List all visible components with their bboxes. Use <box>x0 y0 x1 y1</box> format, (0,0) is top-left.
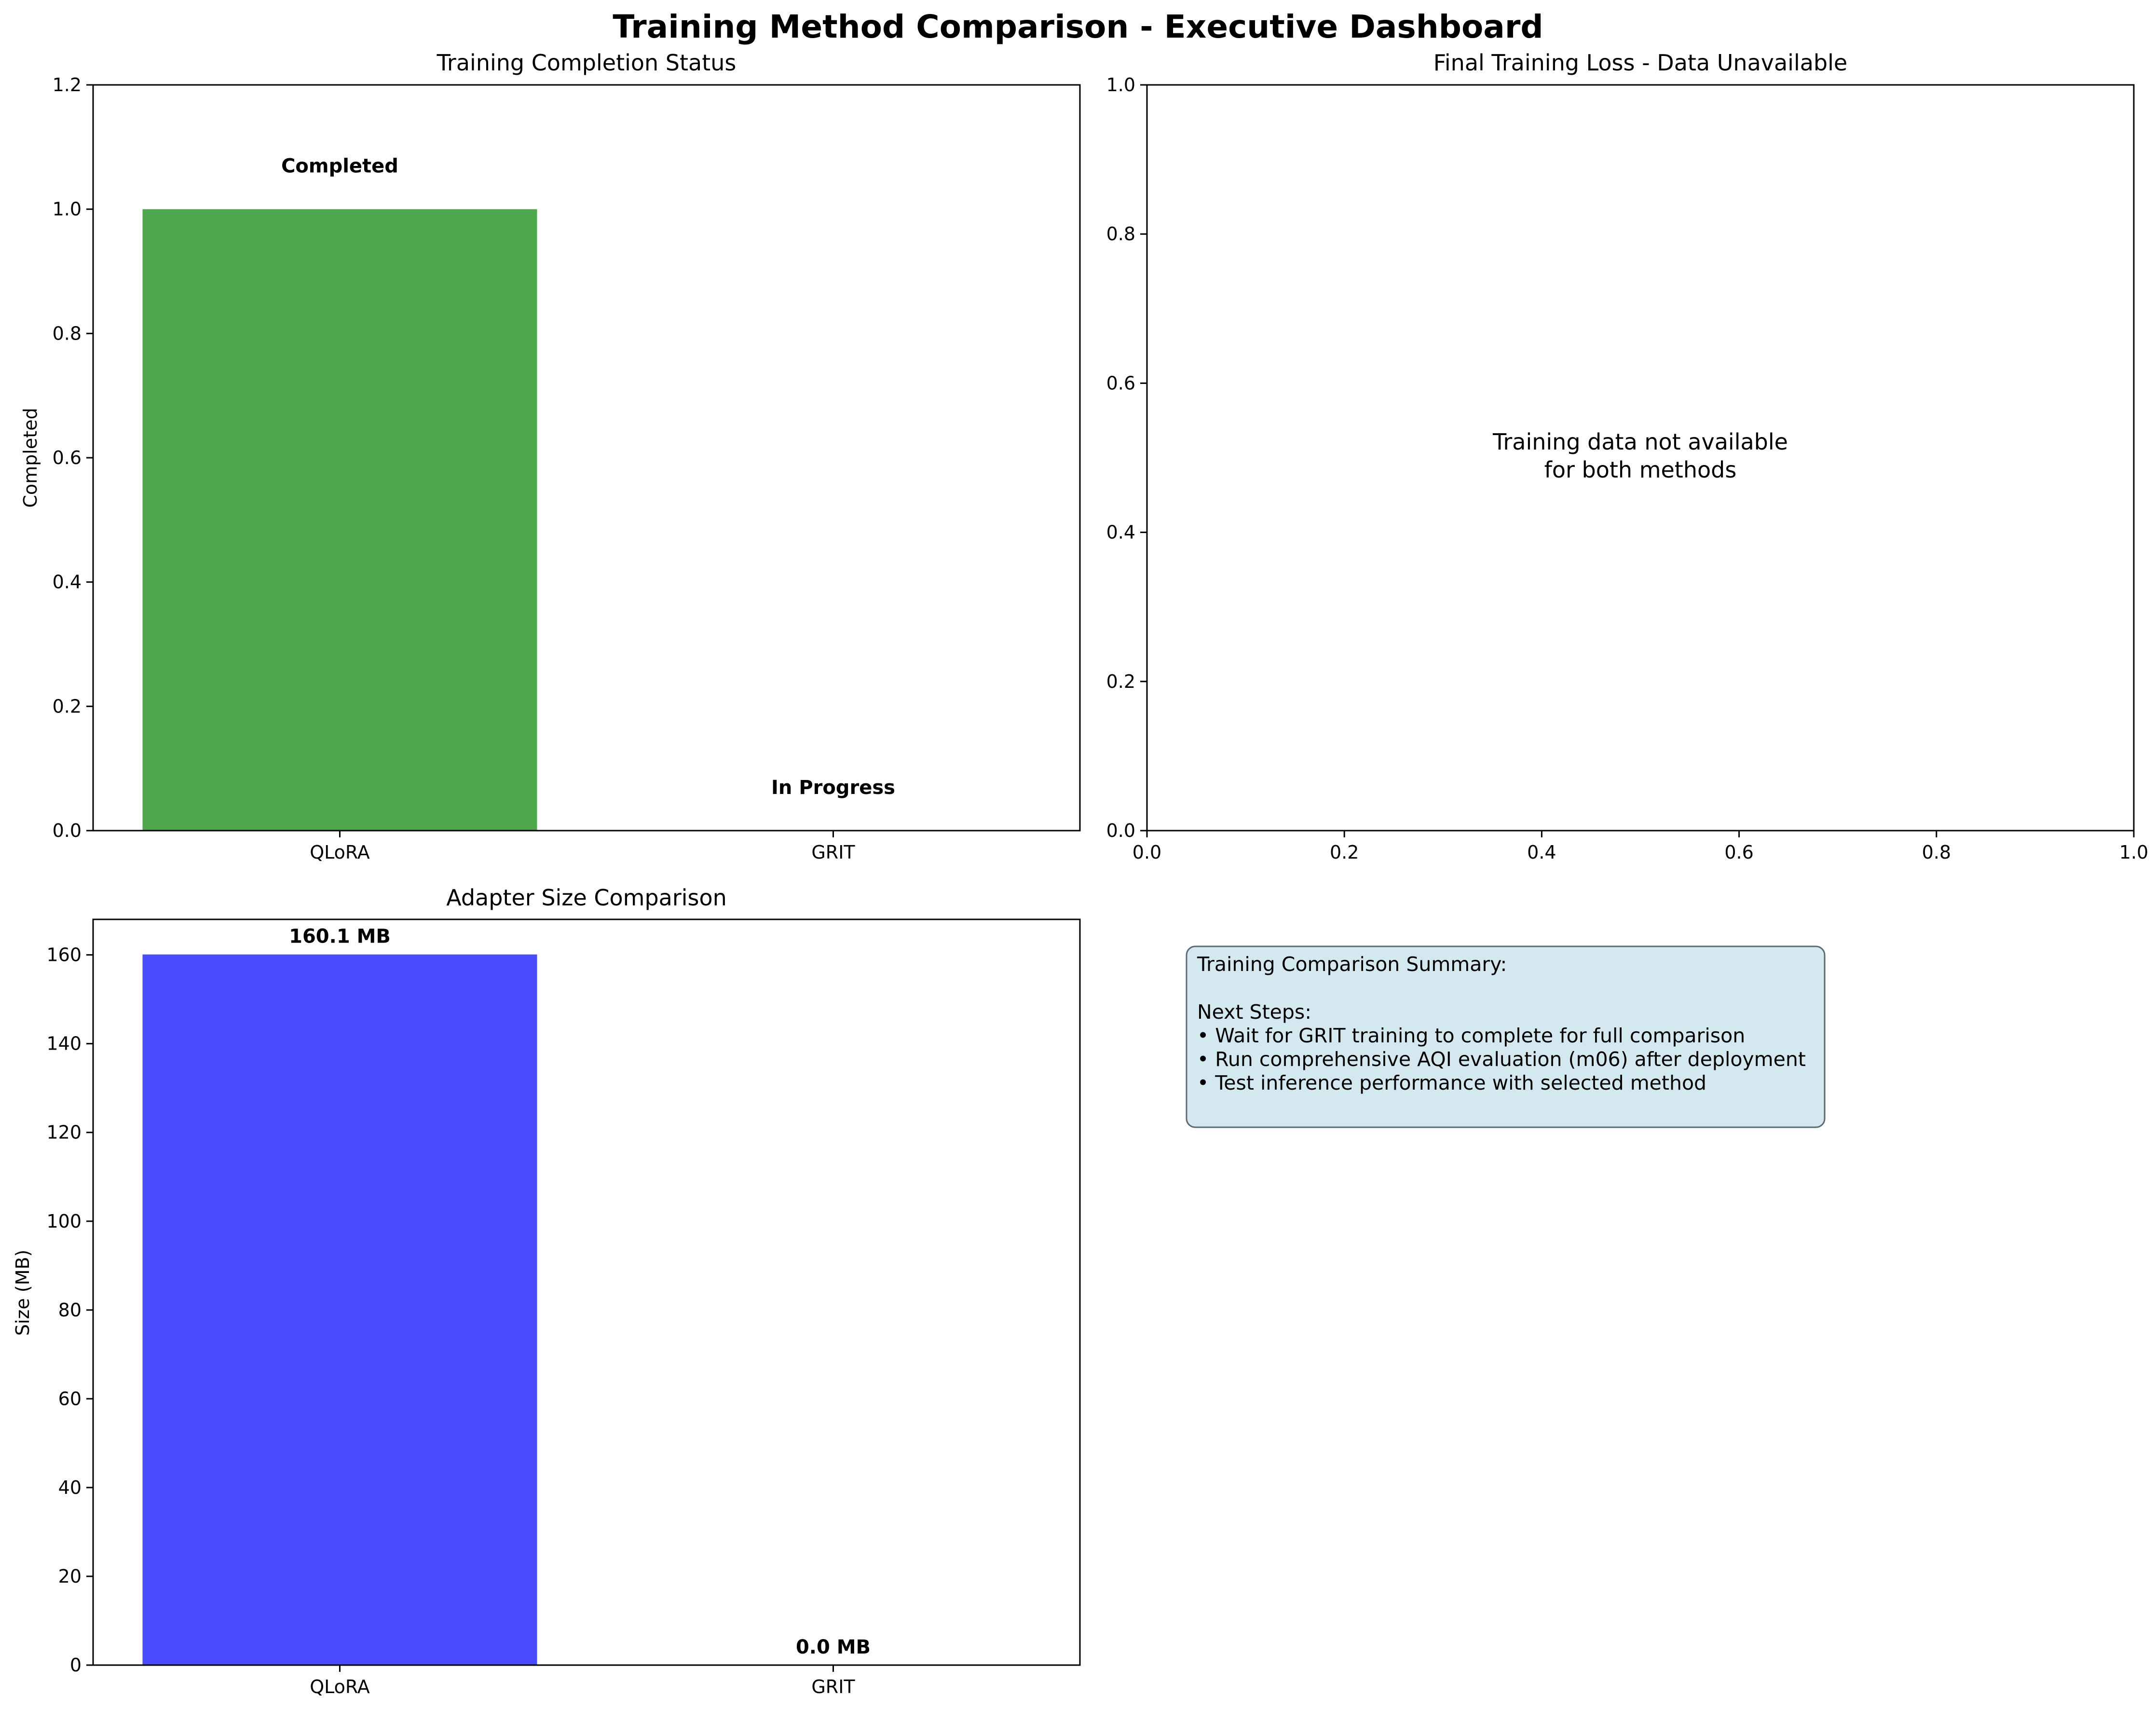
completion-y-tick-label: 0.0 <box>53 820 82 841</box>
adapter-size-y-tick-label: 20 <box>58 1566 82 1587</box>
adapter-size-y-tick-label: 80 <box>58 1299 82 1321</box>
completion-y-tick-label: 1.2 <box>53 74 82 96</box>
completion-plot-frame <box>92 84 1081 832</box>
summary-panel: Training Comparison Summary: Next Steps:… <box>1186 945 1826 1128</box>
completion-bar-label-qlora: Completed <box>281 155 398 178</box>
completion-y-tick-label: 0.2 <box>53 696 82 717</box>
loss-y-tick-label: 1.0 <box>1106 74 1135 96</box>
completion-bar-qlora <box>142 209 537 831</box>
completion-y-tick-label: 0.8 <box>53 323 82 344</box>
completion-chart-title: Training Completion Status <box>437 50 737 76</box>
loss-x-tick-label: 0.8 <box>1922 842 1951 863</box>
completion-y-tick-label: 0.4 <box>53 572 82 593</box>
loss-x-tick-label: 0.2 <box>1330 842 1359 863</box>
summary-step-2: • Run comprehensive AQI evaluation (m06)… <box>1197 1048 1806 1071</box>
summary-step-1: • Wait for GRIT training to complete for… <box>1197 1024 1745 1047</box>
adapter-size-bar-label-grit: 0.0 MB <box>796 1636 871 1658</box>
summary-box <box>1186 945 1826 1128</box>
completion-x-tick-label: QLoRA <box>310 842 370 863</box>
summary-heading: Training Comparison Summary: <box>1197 953 1507 976</box>
loss-unavailable-message-line2: for both methods <box>1544 457 1737 483</box>
loss-y-tick-label: 0.8 <box>1106 223 1135 245</box>
completion-x-tick-label: GRIT <box>811 842 855 863</box>
loss-y-tick-label: 0.2 <box>1106 671 1135 692</box>
adapter-size-y-tick-label: 60 <box>58 1388 82 1409</box>
loss-x-tick-label: 0.0 <box>1133 842 1161 863</box>
adapter-size-y-ticks: 0 20 40 60 80 100 120 140 160 <box>46 944 93 1676</box>
loss-chart-title: Final Training Loss - Data Unavailable <box>1433 50 1847 76</box>
adapter-size-y-axis-label: Size (MB) <box>12 1250 33 1336</box>
loss-x-tick-label: 0.6 <box>1724 842 1753 863</box>
loss-x-tick-label: 0.4 <box>1527 842 1556 863</box>
adapter-size-x-tick-label: QLoRA <box>310 1676 370 1697</box>
loss-y-tick-label: 0.6 <box>1106 372 1135 394</box>
adapter-size-bars <box>142 954 537 1665</box>
adapter-size-y-tick-label: 140 <box>46 1033 82 1054</box>
completion-x-ticks: QLoRA GRIT <box>310 831 855 863</box>
loss-unavailable-message-line1: Training data not available <box>1492 429 1788 455</box>
adapter-size-y-tick-label: 160 <box>46 944 82 966</box>
training-loss-panel: Final Training Loss - Data Unavailable 0… <box>1106 50 2149 863</box>
completion-status-panel: Training Completion Status 0.00.20.40.60… <box>20 50 1081 863</box>
adapter-size-y-tick-label: 100 <box>46 1211 82 1232</box>
loss-y-tick-label: 0.4 <box>1106 522 1135 543</box>
adapter-size-x-tick-label: GRIT <box>811 1676 855 1697</box>
summary-next-steps-heading: Next Steps: <box>1197 1000 1311 1024</box>
adapter-size-panel: Adapter Size Comparison 0 20 40 60 80 100 120 1… <box>12 885 1081 1697</box>
dashboard-title: Training Method Comparison - Executive D… <box>613 8 1543 45</box>
completion-y-ticks: 0.0 0.2 0.4 0.6 0.8 1.0 1.2 <box>53 74 93 841</box>
loss-y-tick-label: 0.0 <box>1106 820 1135 841</box>
adapter-size-plot-frame <box>92 918 1081 1666</box>
completion-bars <box>142 209 537 831</box>
completion-bar-label-grit: In Progress <box>771 777 895 799</box>
loss-y-ticks: 0.0 0.2 0.4 0.6 0.8 1.0 <box>1106 74 1147 841</box>
adapter-size-bar-labels: 160.1 MB 0.0 MB <box>289 926 871 1658</box>
adapter-size-x-ticks: QLoRA GRIT <box>310 1665 855 1697</box>
completion-y-axis-label: Completed <box>20 408 41 507</box>
completion-y-tick-label: 0.6 <box>53 447 82 468</box>
completion-y-tick-label: 1.0 <box>53 199 82 220</box>
adapter-size-bar-label-qlora: 160.1 MB <box>289 926 391 948</box>
loss-x-tick-label: 1.0 <box>2119 842 2148 863</box>
adapter-size-bar-qlora <box>142 954 537 1665</box>
summary-step-3: • Test inference performance with select… <box>1197 1071 1706 1094</box>
completion-bar-labels: Completed In Progress <box>281 155 895 799</box>
loss-x-ticks: 0.0 0.2 0.4 0.6 0.8 1.0 <box>1133 831 2148 863</box>
adapter-size-y-tick-label: 0 <box>70 1654 82 1676</box>
adapter-size-y-tick-label: 120 <box>46 1122 82 1143</box>
adapter-size-chart-title: Adapter Size Comparison <box>446 885 727 911</box>
adapter-size-y-tick-label: 40 <box>58 1477 82 1498</box>
loss-plot-frame <box>1146 84 2135 832</box>
